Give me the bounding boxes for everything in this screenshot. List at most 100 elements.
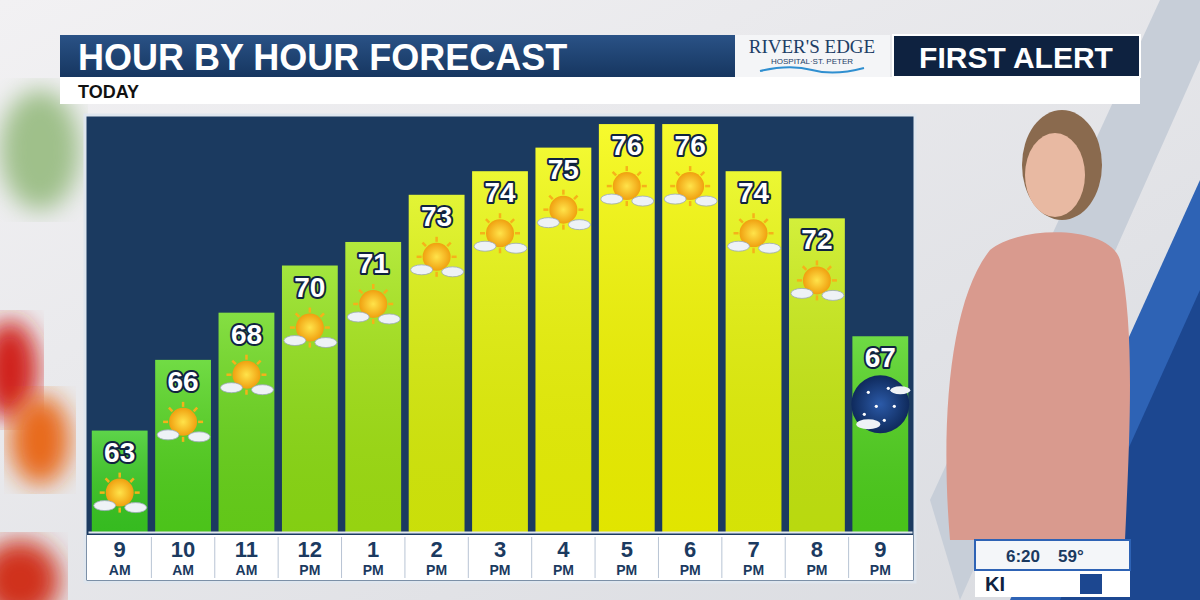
bar [282, 266, 338, 532]
sun-ray [353, 303, 358, 306]
sun-icon [728, 213, 781, 253]
x-tick-label: 9PM [870, 537, 891, 578]
cloud [632, 196, 654, 206]
x-tick: 4PM [553, 532, 574, 578]
data-labels: 63666870717374757676747267 [104, 130, 896, 468]
sun-ray [828, 266, 832, 270]
sun-ray [613, 172, 617, 176]
divider [404, 537, 405, 578]
bar-shade [155, 360, 211, 532]
sun-ray [309, 343, 312, 348]
sun-ray [752, 213, 755, 218]
x-tick: 7PM [743, 532, 764, 578]
cloud [664, 194, 686, 204]
clock-temp: 59° [1058, 547, 1084, 566]
sun-ray [384, 290, 388, 294]
cloud [537, 218, 559, 228]
sun-ray [309, 308, 312, 313]
subtitle: TODAY [78, 82, 139, 102]
data-label: 71 [358, 248, 389, 279]
sun-ray [689, 166, 692, 171]
leaf [0, 90, 80, 210]
x-axis-line [89, 532, 913, 534]
sun-ray [245, 355, 248, 360]
alert-text: FIRST ALERT [919, 41, 1113, 74]
bar-shade [345, 242, 401, 532]
divider [848, 537, 849, 578]
background [0, 0, 1200, 600]
cloud [856, 419, 880, 429]
cloud [601, 194, 623, 204]
icons [94, 166, 911, 513]
divider [531, 537, 532, 578]
x-tick: 10AM [171, 532, 195, 578]
divider [785, 537, 786, 578]
bar [852, 336, 908, 532]
sun-ray [607, 185, 612, 188]
sun-icon [220, 355, 273, 395]
bar [345, 242, 401, 532]
sun-ray [486, 219, 490, 223]
x-tick: 6PM [680, 532, 701, 578]
cloud [347, 312, 369, 322]
sun-ray [816, 260, 819, 265]
sun-icon [474, 213, 527, 253]
bar-shade [852, 336, 908, 532]
sun-ray [372, 284, 375, 289]
star [875, 405, 878, 408]
sun-ray [198, 421, 203, 424]
cloud [474, 241, 496, 251]
cloud [378, 314, 400, 324]
sun-ray [515, 232, 520, 235]
bar [92, 431, 148, 532]
night-icon [851, 375, 910, 433]
bar [409, 195, 465, 532]
bar [219, 313, 275, 532]
divider [278, 537, 279, 578]
bar [599, 124, 655, 532]
logo-sub: HOSPITAL·ST. PETER [771, 57, 853, 66]
sun-ray [359, 290, 363, 294]
sun-icon [94, 473, 147, 513]
sun-ray [626, 166, 629, 171]
divider [151, 537, 152, 578]
data-label: 66 [167, 366, 198, 397]
sun-icon [157, 402, 210, 442]
title: HOUR BY HOUR FORECAST [78, 37, 567, 78]
sun-ray [642, 185, 647, 188]
sun-ray [734, 232, 739, 235]
sun-ray [257, 361, 261, 365]
x-tick: 1PM [363, 532, 384, 578]
sun-icon [791, 260, 844, 300]
divider [658, 537, 659, 578]
flower [0, 540, 60, 600]
bar-shade [219, 313, 275, 532]
header-bar [60, 35, 890, 77]
divider [595, 537, 596, 578]
divider [721, 537, 722, 578]
subtitle-strip [60, 77, 1140, 104]
sun-ray [452, 256, 457, 259]
bar [535, 148, 591, 532]
x-tick-label: 6PM [680, 537, 701, 578]
data-label: 72 [801, 224, 832, 255]
sun-ray [480, 232, 485, 235]
sun-ray [320, 313, 324, 317]
sun-ray [764, 219, 768, 223]
cloud [251, 385, 273, 395]
x-tick: 12PM [298, 532, 322, 578]
sun-ray [637, 172, 641, 176]
sun-ray [118, 508, 121, 513]
sun-ray [752, 248, 755, 253]
flower [10, 395, 70, 485]
cloud [411, 265, 433, 275]
data-label: 68 [231, 319, 262, 350]
x-tick-label: 7PM [743, 537, 764, 578]
chart-svg: HOUR BY HOUR FORECASTRIVER'S EDGEHOSPITA… [0, 0, 1200, 600]
sun-ray [511, 219, 515, 223]
x-tick: 9AM [109, 532, 131, 578]
cloud [315, 338, 337, 348]
presenter-body [946, 232, 1130, 540]
bar-shade [789, 218, 845, 532]
sun-ray [797, 279, 802, 282]
